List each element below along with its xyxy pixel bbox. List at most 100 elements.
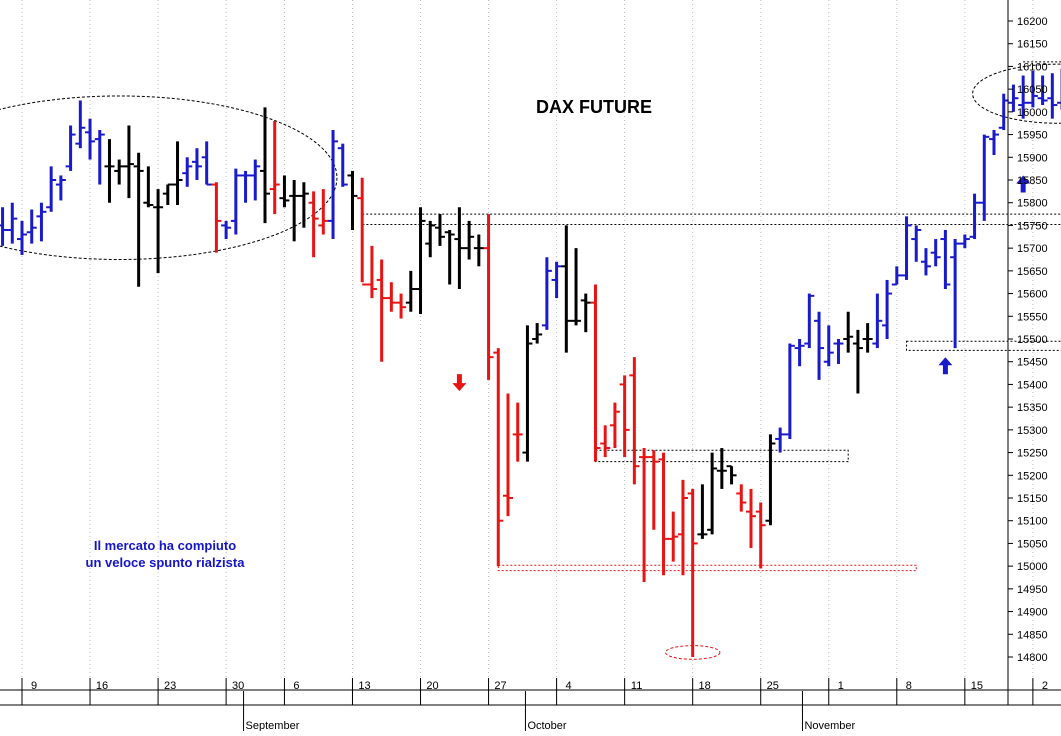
- x-tick-label: 20: [426, 680, 438, 692]
- ohlc-bar: [376, 259, 387, 362]
- ohlc-bar: [639, 448, 650, 583]
- x-tick-label: 18: [699, 680, 711, 692]
- ohlc-bar: [775, 427, 786, 453]
- ohlc-bar: [580, 293, 591, 333]
- ohlc-bar: [162, 183, 173, 205]
- ohlc-bar: [920, 248, 931, 276]
- bars-layer: [0, 68, 1061, 657]
- ohlc-bar: [823, 325, 834, 367]
- ohlc-bar: [318, 189, 329, 235]
- ohlc-bar: [26, 209, 37, 244]
- y-tick-label: 15400: [1017, 379, 1048, 391]
- y-tick-label: 16200: [1017, 16, 1048, 28]
- ohlc-bar: [668, 511, 679, 562]
- ohlc-bar: [425, 220, 436, 258]
- ohlc-bar: [784, 343, 795, 439]
- y-tick-label: 16050: [1017, 84, 1048, 96]
- ohlc-bar: [133, 152, 144, 287]
- ohlc-bar: [153, 189, 164, 274]
- ohlc-bar: [736, 484, 747, 512]
- ohlc-bar: [1018, 75, 1029, 119]
- x-tick-label: 25: [767, 680, 779, 692]
- y-tick-label: 15250: [1017, 448, 1048, 460]
- price-zone-box: [906, 340, 1061, 351]
- ohlc-bar: [182, 157, 193, 187]
- ohlc-bar: [891, 266, 902, 286]
- ohlc-bar: [250, 159, 261, 201]
- ohlc-bar: [522, 325, 533, 462]
- y-tick-label: 15800: [1017, 198, 1048, 210]
- y-tick-label: 15550: [1017, 311, 1048, 323]
- x-tick-label: 16: [96, 680, 108, 692]
- ohlc-bar: [114, 159, 125, 185]
- ohlc-bar: [512, 402, 523, 462]
- ohlc-bar: [279, 175, 290, 208]
- ohlc-bar: [979, 134, 990, 221]
- y-tick-label: 15600: [1017, 289, 1048, 301]
- y-tick-label: 15850: [1017, 175, 1048, 187]
- ohlc-bar: [950, 239, 961, 349]
- ohlc-bar: [726, 465, 737, 485]
- ohlc-bar: [561, 225, 572, 353]
- ohlc-bar: [852, 329, 863, 394]
- ohlc-bar: [405, 270, 416, 312]
- y-tick-label: 15050: [1017, 538, 1048, 550]
- ohlc-bar: [503, 393, 513, 517]
- y-tick-label: 15450: [1017, 357, 1048, 369]
- ohlc-bar: [434, 214, 445, 246]
- month-label: October: [527, 720, 566, 731]
- ohlc-bar: [55, 175, 66, 201]
- x-tick-label: 30: [232, 680, 244, 692]
- ohlc-bar: [473, 234, 484, 267]
- x-tick-label: 27: [494, 680, 506, 692]
- ohlc-bar: [677, 479, 688, 576]
- x-tick-label: 13: [358, 680, 370, 692]
- ohlc-bar: [1008, 84, 1019, 112]
- highlight-ellipse: [0, 95, 338, 260]
- y-tick-label: 16000: [1017, 107, 1048, 119]
- ohlc-bar: [541, 257, 552, 330]
- ohlc-bar: [746, 488, 756, 548]
- ohlc-bar: [289, 180, 300, 242]
- y-tick-label: 15650: [1017, 266, 1048, 278]
- y-tick-label: 15750: [1017, 220, 1048, 232]
- ohlc-bar: [882, 279, 893, 339]
- ohlc-bar: [532, 323, 543, 344]
- ohlc-bar: [1027, 70, 1038, 108]
- ohlc-bar: [260, 107, 270, 224]
- ohlc-bar: [969, 193, 980, 240]
- ohlc-bar: [959, 234, 970, 249]
- ohlc-bar: [386, 282, 397, 312]
- ohlc-bar: [308, 191, 319, 258]
- ohlc-bar: [833, 339, 844, 364]
- ohlc-bar: [551, 261, 562, 299]
- ohlc-bar: [716, 448, 727, 489]
- ohlc-bar: [755, 502, 766, 569]
- ohlc-bar: [493, 348, 504, 567]
- ohlc-bar: [1047, 73, 1058, 119]
- chart-title: DAX FUTURE: [536, 97, 652, 117]
- ohlc-bar: [240, 170, 251, 203]
- ohlc-bar: [7, 202, 18, 244]
- ohlc-bar: [804, 293, 815, 349]
- ohlc-bar: [337, 143, 348, 187]
- annotation-line-1: Il mercato ha compiuto: [94, 538, 236, 553]
- annotation-line-2: un veloce spunto rialzista: [86, 555, 246, 570]
- ohlc-bar: [483, 214, 494, 380]
- ohlc-bar: [464, 220, 475, 260]
- y-tick-label: 15900: [1017, 152, 1048, 164]
- ohlc-bar: [269, 120, 280, 215]
- ohlc-bar: [930, 239, 941, 267]
- up-arrow-icon: [938, 357, 953, 375]
- ohlc-bar: [191, 148, 202, 180]
- y-tick-label: 15200: [1017, 470, 1048, 482]
- y-tick-label: 15000: [1017, 561, 1048, 573]
- y-tick-label: 14900: [1017, 607, 1048, 619]
- ohlc-bar: [328, 130, 339, 240]
- marks-layer: [452, 175, 1031, 392]
- up-arrow-icon: [1016, 175, 1031, 193]
- ohlc-bar: [794, 339, 805, 367]
- y-tick-label: 15700: [1017, 243, 1048, 255]
- ohlc-bar: [940, 229, 951, 290]
